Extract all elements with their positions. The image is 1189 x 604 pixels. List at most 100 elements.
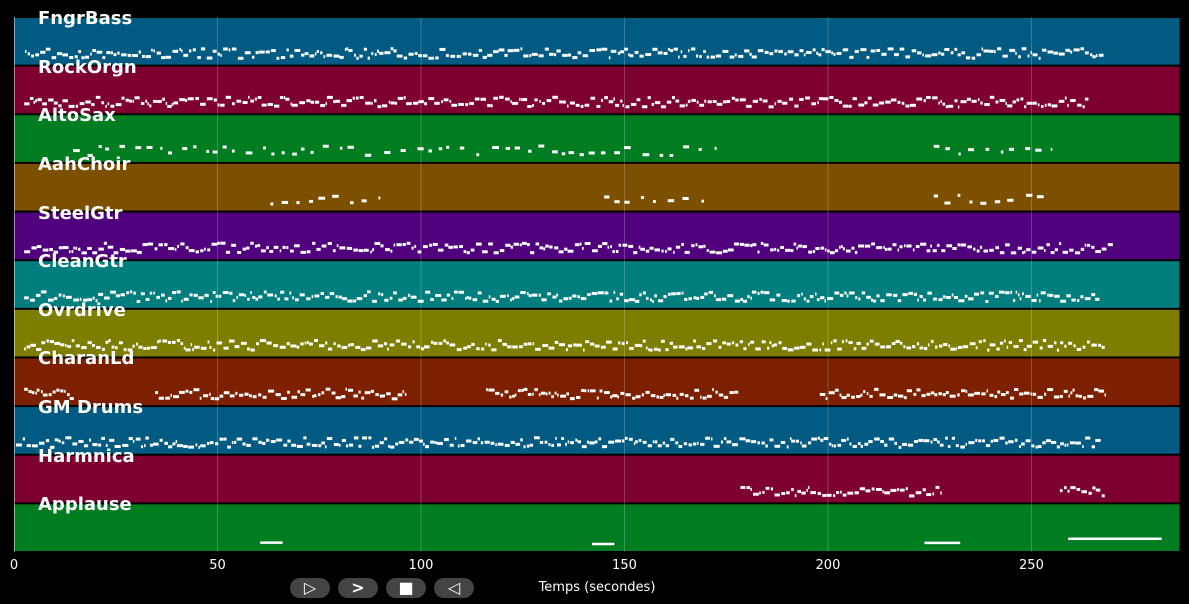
note <box>824 248 827 252</box>
note <box>922 298 927 302</box>
note <box>1022 292 1024 296</box>
note <box>866 295 871 299</box>
note <box>1064 486 1067 490</box>
note <box>371 445 375 449</box>
note <box>815 292 817 296</box>
note <box>823 437 829 441</box>
note <box>465 103 469 107</box>
note <box>219 394 224 398</box>
note <box>927 291 932 295</box>
note <box>575 438 578 442</box>
note <box>884 247 888 251</box>
note <box>515 442 521 446</box>
note <box>49 248 53 252</box>
note <box>778 50 783 54</box>
note <box>1087 340 1090 344</box>
note <box>938 392 942 396</box>
note <box>458 290 465 294</box>
note <box>767 346 770 350</box>
note <box>680 50 683 54</box>
note <box>1069 441 1075 445</box>
note <box>376 49 379 53</box>
note <box>487 53 493 57</box>
note <box>822 494 827 498</box>
note <box>782 346 788 350</box>
note <box>1039 346 1043 350</box>
note <box>194 345 200 349</box>
note <box>635 440 638 444</box>
note <box>87 298 93 302</box>
note <box>980 201 987 205</box>
note <box>817 492 822 496</box>
note <box>92 251 98 255</box>
note <box>257 96 262 100</box>
note <box>87 341 92 345</box>
note <box>776 293 781 297</box>
note <box>836 491 840 495</box>
note <box>751 55 757 59</box>
note <box>105 444 108 448</box>
note <box>62 246 69 250</box>
note <box>945 391 949 395</box>
play-button[interactable]: ▷ <box>290 578 330 598</box>
note <box>549 52 554 56</box>
next-button[interactable]: > <box>338 578 378 598</box>
note <box>960 100 967 104</box>
back-button[interactable]: ◁ <box>434 578 474 598</box>
note <box>847 491 854 495</box>
note <box>33 100 36 104</box>
note <box>545 244 549 248</box>
note <box>509 395 512 399</box>
note <box>67 393 70 397</box>
note <box>348 49 353 53</box>
note <box>989 49 994 53</box>
note <box>263 146 267 150</box>
note <box>286 342 290 346</box>
note <box>430 298 434 302</box>
note <box>815 247 820 251</box>
note <box>975 346 978 350</box>
note <box>780 440 786 444</box>
note <box>348 343 351 347</box>
note <box>136 342 138 346</box>
note <box>786 445 789 449</box>
note <box>127 348 133 352</box>
note <box>534 98 538 102</box>
note <box>995 100 999 104</box>
note <box>789 437 792 441</box>
note <box>629 54 634 58</box>
note <box>135 437 141 441</box>
stop-button[interactable]: ■ <box>386 578 426 598</box>
note <box>794 494 797 498</box>
note <box>368 436 372 440</box>
note <box>332 249 336 253</box>
note <box>791 488 794 492</box>
note <box>274 294 277 298</box>
note <box>274 104 280 108</box>
note <box>761 441 765 445</box>
note <box>149 291 153 295</box>
note <box>561 152 566 156</box>
note <box>273 245 279 249</box>
note <box>871 487 875 491</box>
note <box>839 293 844 297</box>
note <box>1071 298 1076 302</box>
note <box>978 340 982 344</box>
note <box>161 293 165 297</box>
note <box>165 101 168 105</box>
note <box>810 491 816 495</box>
note <box>640 247 645 251</box>
note <box>1101 247 1107 251</box>
note <box>380 244 384 248</box>
note <box>904 244 906 248</box>
note <box>635 299 640 303</box>
note <box>916 97 923 101</box>
note <box>327 347 333 351</box>
note <box>952 247 957 251</box>
note <box>1015 51 1017 55</box>
note <box>833 52 836 56</box>
track-label: AahChoir <box>38 153 131 175</box>
note <box>967 245 972 249</box>
note <box>657 51 663 55</box>
note <box>434 441 437 445</box>
